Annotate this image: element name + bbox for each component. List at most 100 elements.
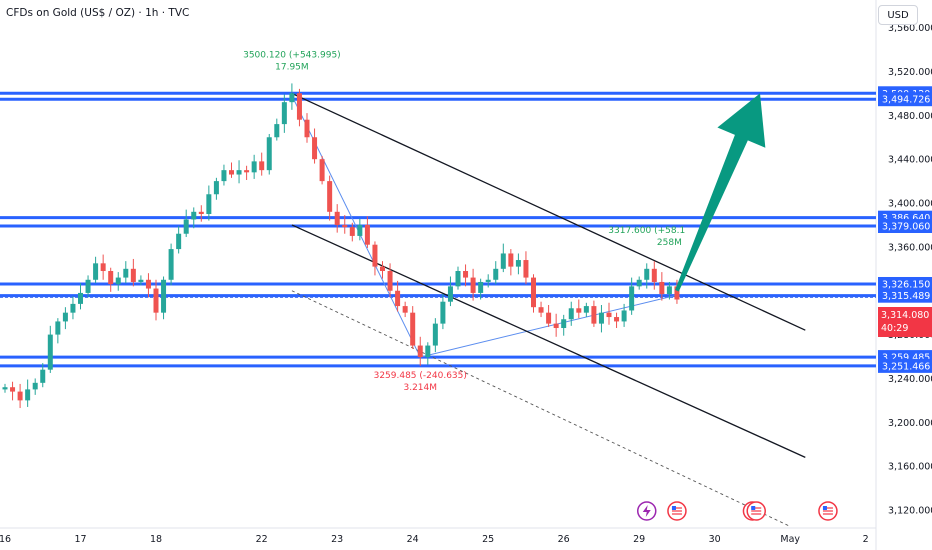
candle-body — [357, 224, 363, 236]
level-price-label: 3,251.466 — [882, 361, 930, 372]
candle-body — [515, 260, 521, 267]
level-price-label: 3,386.640 — [882, 213, 930, 224]
candle-body — [296, 93, 302, 120]
candle-body — [538, 307, 544, 313]
candle-body — [485, 279, 491, 282]
candle-body — [447, 286, 453, 302]
candle-body — [463, 271, 469, 278]
candle-body — [674, 286, 680, 300]
candle-body — [470, 277, 476, 293]
candle-body — [576, 308, 582, 313]
candle-body — [327, 181, 333, 212]
price-annotation: 17.95M — [275, 62, 309, 72]
level-price-label: 3,379.060 — [882, 221, 930, 232]
y-tick-label: 3,400.000 — [888, 199, 932, 210]
current-price-value: 3,314.080 — [881, 310, 930, 321]
candle-body — [274, 124, 280, 138]
candle-body — [651, 268, 657, 282]
candle-body — [183, 219, 189, 234]
candle-body — [244, 170, 250, 173]
candle-body — [614, 317, 620, 322]
candle-body — [40, 369, 46, 383]
candle-body — [342, 224, 348, 228]
flag-canton — [671, 506, 676, 510]
candle-body — [644, 268, 650, 280]
candle-body — [621, 310, 627, 322]
candle-body — [455, 271, 461, 287]
flag-canton — [751, 506, 756, 510]
candle-body — [395, 290, 401, 307]
x-tick-label: 18 — [150, 534, 162, 545]
candle-body — [168, 249, 174, 280]
candle-body — [304, 119, 310, 138]
y-tick-label: 3,440.000 — [888, 155, 932, 166]
candle-body — [334, 211, 340, 225]
candle-body — [55, 321, 61, 335]
level-price-label: 3,326.150 — [882, 279, 930, 290]
x-tick-label: 29 — [633, 534, 645, 545]
currency-unit-button[interactable]: USD — [878, 5, 918, 25]
y-tick-label: 3,480.000 — [888, 111, 932, 122]
candle-body — [561, 319, 567, 329]
candle-body — [364, 224, 370, 245]
chart-title: CFDs on Gold (US$ / OZ) · 1h · TVC — [6, 7, 190, 19]
candle-body — [349, 227, 355, 236]
candle-body — [25, 389, 31, 401]
price-annotation: 3.214M — [403, 383, 437, 393]
y-tick-label: 3,240.000 — [888, 374, 932, 385]
candle-body — [145, 279, 151, 289]
candle-body — [47, 334, 53, 370]
channel-projection-line — [291, 290, 791, 527]
x-tick-label: 2 — [863, 534, 869, 545]
price-annotation: 3317.600 (+58.1 — [608, 226, 685, 236]
channel-line — [291, 92, 806, 331]
candle-body — [425, 345, 431, 358]
x-tick-label: 16 — [0, 534, 11, 545]
candle-body — [153, 288, 159, 313]
y-tick-label: 3,560.000 — [888, 23, 932, 34]
candle-body — [478, 281, 484, 293]
candle-body — [176, 233, 182, 250]
candle-body — [236, 170, 242, 175]
x-tick-label: May — [780, 534, 800, 545]
x-tick-label: 23 — [331, 534, 343, 545]
candle-body — [115, 277, 121, 285]
candle-body — [508, 253, 514, 267]
candle-body — [266, 137, 272, 171]
candle-body — [93, 263, 99, 280]
level-price-tag — [878, 92, 932, 107]
candle-body — [138, 279, 144, 282]
price-annotation: 3259.485 (-240.635) — [374, 371, 467, 381]
candle-body — [2, 387, 8, 390]
candle-body — [432, 323, 438, 346]
candle-body — [380, 266, 385, 272]
candle-body — [500, 253, 506, 269]
candle-body — [629, 286, 635, 311]
candle-body — [410, 312, 416, 346]
candle-body — [312, 137, 318, 160]
candle-body — [659, 281, 665, 295]
candle-body — [402, 306, 408, 313]
candle-body — [70, 303, 76, 313]
level-price-label: 3,259.485 — [882, 353, 930, 364]
candle-body — [493, 268, 499, 280]
candle-body — [289, 93, 295, 103]
level-price-tag — [878, 218, 932, 233]
forecast-arrow — [675, 93, 766, 292]
candle-body — [259, 161, 265, 171]
candle-body — [387, 271, 393, 291]
candle-body — [523, 260, 529, 278]
price-annotation: 3500.120 (+543.995) — [243, 50, 341, 60]
candle-body — [440, 301, 446, 324]
x-tick-label: 30 — [709, 534, 721, 545]
candle-body — [62, 312, 68, 322]
candle-body — [606, 312, 612, 318]
currency-unit-label: USD — [887, 9, 909, 21]
level-price-label: 3,315.489 — [882, 291, 930, 302]
flag-canton — [822, 506, 827, 510]
level-price-label: 3,494.726 — [882, 95, 930, 106]
candle-body — [213, 181, 219, 195]
candle-body — [32, 382, 38, 390]
candle-body — [123, 268, 129, 278]
